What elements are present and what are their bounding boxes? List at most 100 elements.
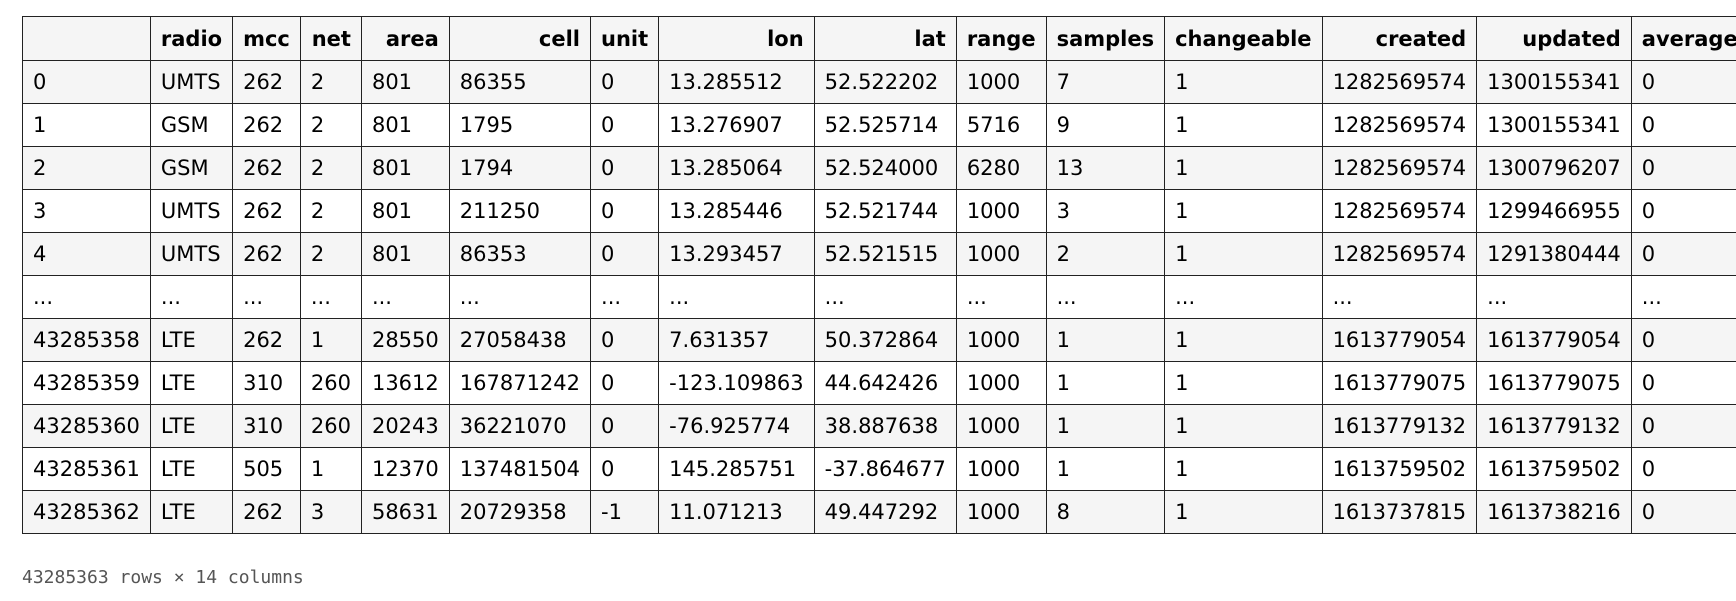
cell-updated: 1613779075 [1476, 361, 1632, 405]
cell-updated: 1300155341 [1476, 60, 1632, 104]
cell-radio: LTE [149, 361, 234, 405]
cell-range: 1000 [955, 318, 1047, 362]
cell-area: 12370 [360, 447, 450, 491]
cell-lat: 52.521515 [813, 232, 957, 276]
cell-averagesignal: ... [1630, 275, 1736, 319]
cell-net: 2 [299, 146, 362, 190]
cell-unit: -1 [590, 490, 660, 534]
cell-area: 13612 [360, 361, 450, 405]
table-row: 43285359 LTE 310 260 13612 167871242 0 -123.109… [22, 361, 1736, 405]
cell-lon: 145.285751 [658, 447, 815, 491]
cell-lat: -37.864677 [813, 447, 957, 491]
table-row: 1 GSM 262 2 801 1795 0 13.276907 52.525714 5716 9 1… [22, 103, 1736, 147]
cell-mcc: 262 [232, 318, 301, 362]
cell-cell: 36221070 [448, 404, 592, 448]
cell-created: 1282569574 [1321, 146, 1478, 190]
dataframe-output: radio mcc net area cell unit lon lat ran… [22, 16, 1736, 534]
cell-samples: 13 [1045, 146, 1166, 190]
column-header-radio: radio [149, 16, 234, 61]
column-header-index [22, 16, 151, 61]
table-row: 0 UMTS 262 2 801 86355 0 13.285512 52.522202 1000… [22, 60, 1736, 104]
column-header-samples: samples [1045, 16, 1166, 61]
cell-cell: 211250 [448, 189, 592, 233]
cell-lon: 13.276907 [658, 103, 815, 147]
column-header-created: created [1321, 16, 1478, 61]
cell-cell: 1795 [448, 103, 592, 147]
cell-lat: 52.524000 [813, 146, 957, 190]
cell-averagesignal: 0 [1630, 490, 1736, 534]
cell-cell: 27058438 [448, 318, 592, 362]
cell-changeable: 1 [1164, 146, 1323, 190]
cell-updated: 1300796207 [1476, 146, 1632, 190]
table-row: 2 GSM 262 2 801 1794 0 13.285064 52.524000 6280 13… [22, 146, 1736, 190]
cell-radio: GSM [149, 103, 234, 147]
cell-range: 5716 [955, 103, 1047, 147]
cell-unit: 0 [590, 318, 660, 362]
cell-radio: LTE [149, 404, 234, 448]
cell-lat: 49.447292 [813, 490, 957, 534]
cell-unit: 0 [590, 404, 660, 448]
cell-lat: 52.521744 [813, 189, 957, 233]
cell-averagesignal: 0 [1630, 60, 1736, 104]
cell-samples: 2 [1045, 232, 1166, 276]
cell-changeable: 1 [1164, 404, 1323, 448]
cell-created: 1282569574 [1321, 189, 1478, 233]
cell-unit: 0 [590, 232, 660, 276]
cell-index: 43285360 [22, 404, 151, 448]
cell-created: 1613779075 [1321, 361, 1478, 405]
cell-created: 1282569574 [1321, 60, 1478, 104]
cell-range: 1000 [955, 447, 1047, 491]
cell-mcc: 310 [232, 404, 301, 448]
cell-mcc: 262 [232, 189, 301, 233]
cell-samples: 3 [1045, 189, 1166, 233]
table-row: 43285362 LTE 262 3 58631 20729358 -1 11.071213 4… [22, 490, 1736, 534]
cell-range: 1000 [955, 404, 1047, 448]
dataframe-table: radio mcc net area cell unit lon lat ran… [22, 16, 1736, 534]
cell-mcc: 262 [232, 232, 301, 276]
cell-averagesignal: 0 [1630, 232, 1736, 276]
cell-radio: LTE [149, 447, 234, 491]
cell-index: 1 [22, 103, 151, 147]
cell-mcc: 262 [232, 490, 301, 534]
cell-lon: ... [658, 275, 815, 319]
cell-index: 43285361 [22, 447, 151, 491]
cell-samples: 1 [1045, 318, 1166, 362]
cell-updated: ... [1476, 275, 1632, 319]
cell-radio: UMTS [149, 232, 234, 276]
cell-changeable: 1 [1164, 232, 1323, 276]
cell-mcc: 262 [232, 103, 301, 147]
cell-changeable: 1 [1164, 490, 1323, 534]
cell-created: ... [1321, 275, 1478, 319]
cell-changeable: 1 [1164, 318, 1323, 362]
cell-radio: LTE [149, 318, 234, 362]
cell-updated: 1291380444 [1476, 232, 1632, 276]
cell-unit: 0 [590, 60, 660, 104]
cell-averagesignal: 0 [1630, 447, 1736, 491]
cell-created: 1613737815 [1321, 490, 1478, 534]
cell-changeable: 1 [1164, 361, 1323, 405]
cell-range: 1000 [955, 232, 1047, 276]
cell-samples: 8 [1045, 490, 1166, 534]
cell-net: 2 [299, 232, 362, 276]
cell-changeable: 1 [1164, 60, 1323, 104]
cell-unit: 0 [590, 361, 660, 405]
column-header-cell: cell [448, 16, 592, 61]
cell-mcc: 262 [232, 146, 301, 190]
cell-range: 1000 [955, 189, 1047, 233]
cell-area: 801 [360, 103, 450, 147]
cell-lon: 13.285446 [658, 189, 815, 233]
cell-unit: 0 [590, 146, 660, 190]
cell-samples: ... [1045, 275, 1166, 319]
cell-mcc: 262 [232, 60, 301, 104]
cell-created: 1282569574 [1321, 103, 1478, 147]
column-header-averagesignal: averageSignal [1630, 16, 1736, 61]
cell-net: 3 [299, 490, 362, 534]
cell-lat: 50.372864 [813, 318, 957, 362]
column-header-changeable: changeable [1164, 16, 1323, 61]
cell-area: 58631 [360, 490, 450, 534]
cell-area: 20243 [360, 404, 450, 448]
cell-index: 0 [22, 60, 151, 104]
cell-index: 43285359 [22, 361, 151, 405]
cell-radio: ... [149, 275, 234, 319]
table-row: 3 UMTS 262 2 801 211250 0 13.285446 52.521744 100… [22, 189, 1736, 233]
